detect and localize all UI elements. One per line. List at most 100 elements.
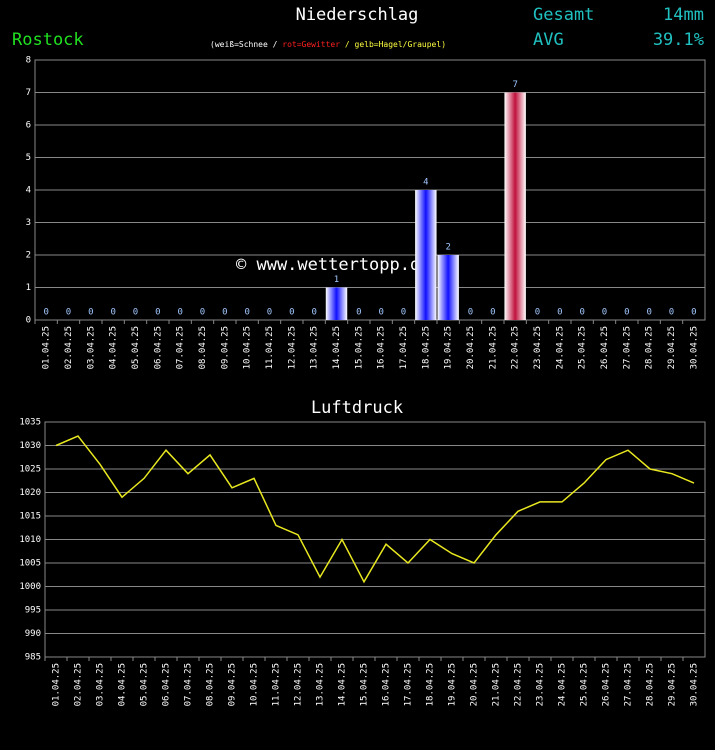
x-tick-label: 29.04.25 bbox=[668, 663, 678, 706]
x-tick-label: 05.04.25 bbox=[131, 326, 141, 369]
x-tick-label: 27.04.25 bbox=[624, 663, 634, 706]
bar bbox=[415, 190, 437, 320]
x-tick-label: 23.04.25 bbox=[533, 326, 543, 369]
y-tick-label: 2 bbox=[26, 251, 31, 261]
x-tick-label: 22.04.25 bbox=[511, 326, 521, 369]
x-tick-label: 10.04.25 bbox=[250, 663, 260, 706]
x-tick-label: 30.04.25 bbox=[690, 663, 700, 706]
value-label: 0 bbox=[43, 308, 48, 318]
x-tick-label: 08.04.25 bbox=[206, 663, 216, 706]
x-tick-label: 27.04.25 bbox=[622, 326, 632, 369]
value-label: 0 bbox=[88, 308, 93, 318]
y-tick-label: 1 bbox=[26, 283, 31, 293]
x-tick-label: 09.04.25 bbox=[228, 663, 238, 706]
x-tick-label: 30.04.25 bbox=[689, 326, 699, 369]
subtitle-part: rot=Gewitter bbox=[282, 40, 340, 49]
y-tick-label: 995 bbox=[25, 606, 41, 616]
x-tick-label: 25.04.25 bbox=[578, 326, 588, 369]
x-tick-label: 20.04.25 bbox=[470, 663, 480, 706]
value-label: 0 bbox=[557, 308, 562, 318]
x-tick-label: 15.04.25 bbox=[354, 326, 364, 369]
value-label: 0 bbox=[579, 308, 584, 318]
x-tick-label: 01.04.25 bbox=[42, 326, 52, 369]
y-tick-label: 1030 bbox=[19, 441, 41, 451]
x-tick-label: 14.04.25 bbox=[338, 663, 348, 706]
x-tick-label: 06.04.25 bbox=[162, 663, 172, 706]
chart-title: Niederschlag bbox=[296, 5, 419, 25]
x-tick-label: 26.04.25 bbox=[602, 663, 612, 706]
x-tick-label: 17.04.25 bbox=[404, 663, 414, 706]
x-tick-label: 10.04.25 bbox=[243, 326, 253, 369]
y-tick-label: 3 bbox=[26, 218, 31, 228]
x-tick-label: 25.04.25 bbox=[580, 663, 590, 706]
x-tick-label: 07.04.25 bbox=[176, 326, 186, 369]
value-label: 0 bbox=[133, 308, 138, 318]
x-tick-label: 12.04.25 bbox=[294, 663, 304, 706]
value-label: 0 bbox=[646, 308, 651, 318]
value-label: 0 bbox=[378, 308, 383, 318]
value-label: 0 bbox=[244, 308, 249, 318]
value-label: 0 bbox=[110, 308, 115, 318]
y-tick-label: 1020 bbox=[19, 488, 41, 498]
x-tick-label: 06.04.25 bbox=[153, 326, 163, 369]
y-tick-label: 5 bbox=[26, 153, 31, 163]
subtitle-part: / gelb=Hagel/Graupel) bbox=[340, 40, 446, 49]
stat-label: AVG bbox=[533, 30, 564, 50]
value-label: 0 bbox=[624, 308, 629, 318]
value-label: 0 bbox=[691, 308, 696, 318]
x-tick-label: 02.04.25 bbox=[64, 326, 74, 369]
value-label: 0 bbox=[535, 308, 540, 318]
y-tick-label: 990 bbox=[25, 629, 41, 639]
x-tick-label: 23.04.25 bbox=[536, 663, 546, 706]
x-tick-label: 19.04.25 bbox=[444, 326, 454, 369]
x-tick-label: 08.04.25 bbox=[198, 326, 208, 369]
y-tick-label: 7 bbox=[26, 88, 31, 98]
value-label: 0 bbox=[200, 308, 205, 318]
x-tick-label: 24.04.25 bbox=[558, 663, 568, 706]
x-tick-label: 07.04.25 bbox=[184, 663, 194, 706]
x-tick-label: 11.04.25 bbox=[272, 663, 282, 706]
value-label: 0 bbox=[602, 308, 607, 318]
x-tick-label: 26.04.25 bbox=[600, 326, 610, 369]
y-tick-label: 1035 bbox=[19, 418, 41, 428]
value-label: 4 bbox=[423, 178, 428, 188]
value-label: 1 bbox=[334, 275, 339, 285]
x-tick-label: 13.04.25 bbox=[310, 326, 320, 369]
x-tick-label: 18.04.25 bbox=[421, 326, 431, 369]
bar bbox=[437, 255, 459, 320]
x-tick-label: 28.04.25 bbox=[646, 663, 656, 706]
watermark: © www.wettertopp.de bbox=[236, 255, 430, 275]
stat-label: Gesamt bbox=[533, 5, 594, 25]
value-label: 0 bbox=[490, 308, 495, 318]
y-tick-label: 6 bbox=[26, 121, 31, 131]
x-tick-label: 16.04.25 bbox=[382, 663, 392, 706]
value-label: 0 bbox=[669, 308, 674, 318]
x-tick-label: 03.04.25 bbox=[86, 326, 96, 369]
y-tick-label: 0 bbox=[26, 316, 31, 326]
stat-value: 14mm bbox=[663, 5, 704, 25]
x-tick-label: 18.04.25 bbox=[426, 663, 436, 706]
bar bbox=[504, 92, 526, 320]
x-tick-label: 28.04.25 bbox=[645, 326, 655, 369]
x-tick-label: 11.04.25 bbox=[265, 326, 275, 369]
value-label: 0 bbox=[468, 308, 473, 318]
location: Rostock bbox=[12, 30, 84, 50]
x-tick-label: 04.04.25 bbox=[109, 326, 119, 369]
line bbox=[55, 435, 695, 584]
x-tick-label: 14.04.25 bbox=[332, 326, 342, 369]
y-tick-label: 1000 bbox=[19, 582, 41, 592]
value-label: 0 bbox=[289, 308, 294, 318]
x-tick-label: 01.04.25 bbox=[52, 663, 62, 706]
y-tick-label: 4 bbox=[26, 186, 31, 196]
x-tick-label: 17.04.25 bbox=[399, 326, 409, 369]
x-tick-label: 02.04.25 bbox=[74, 663, 84, 706]
x-tick-label: 29.04.25 bbox=[667, 326, 677, 369]
y-tick-label: 985 bbox=[25, 653, 41, 663]
x-tick-label: 15.04.25 bbox=[360, 663, 370, 706]
chart-title: Luftdruck bbox=[311, 398, 403, 418]
x-tick-label: 24.04.25 bbox=[555, 326, 565, 369]
stat-value: 39.1% bbox=[653, 30, 704, 50]
value-label: 0 bbox=[222, 308, 227, 318]
y-tick-label: 1015 bbox=[19, 512, 41, 522]
y-tick-label: 8 bbox=[26, 56, 31, 66]
